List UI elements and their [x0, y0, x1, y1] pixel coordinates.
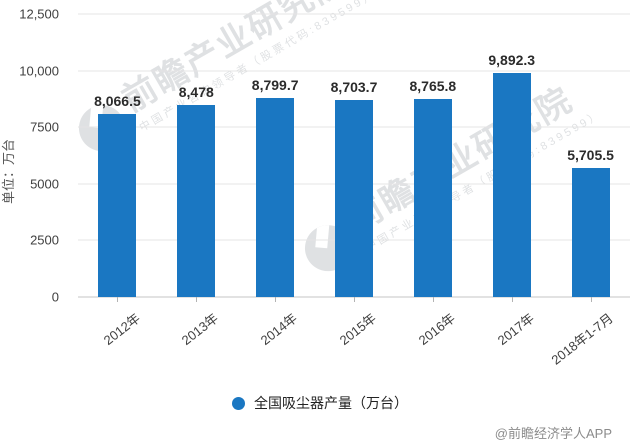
bar: [413, 98, 452, 297]
y-tick-label: 5000: [30, 176, 59, 192]
x-tick: [590, 297, 592, 302]
bar-column: 8,478 2013年: [157, 14, 236, 348]
bar-column: 8,703.7 2015年: [315, 14, 394, 348]
x-tick-label: 2017年: [494, 310, 537, 348]
x-tick-label: 2018年1-7月: [548, 310, 616, 368]
bar: [256, 97, 295, 297]
bar-column: 5,705.5 2018年1-7月: [548, 14, 630, 368]
x-tick: [117, 297, 119, 302]
bar: [98, 114, 137, 297]
legend-label: 全国吸尘器产量（万台）: [254, 395, 408, 411]
plot-columns: 8,066.5 2012年 8,478 2013年 8,799.7 2014年 8,703.…: [78, 14, 630, 368]
value-label: 8,765.8: [409, 77, 457, 94]
x-tick-label: 2012年: [100, 310, 143, 348]
y-tick-label: 0: [51, 289, 59, 305]
y-axis-labels: 0 2500 5000 7500 10,000 12,500: [0, 7, 68, 305]
x-tick: [511, 297, 513, 302]
bar: [177, 105, 216, 297]
value-label: 9,892.3: [488, 52, 536, 69]
value-label: 5,705.5: [567, 146, 614, 163]
x-tick-label: 2014年: [257, 310, 301, 348]
bar: [492, 73, 531, 297]
attribution: @前瞻经济学人APP: [494, 426, 612, 441]
y-tick-label: 2500: [30, 232, 59, 248]
value-label: 8,478: [178, 84, 214, 101]
value-label: 8,066.5: [94, 93, 141, 110]
x-tick-label: 2013年: [179, 310, 222, 348]
gridline: [78, 13, 630, 15]
x-tick: [432, 297, 434, 302]
y-tick-label: 10,000: [19, 63, 59, 79]
legend: 全国吸尘器产量（万台）: [0, 393, 640, 413]
bar-column: 8,765.8 2016年: [393, 14, 472, 348]
legend-marker-icon: [232, 396, 245, 410]
value-label: 8,703.7: [330, 78, 378, 95]
x-tick-label: 2015年: [336, 310, 380, 348]
x-tick: [354, 297, 355, 302]
value-label: 8,799.7: [251, 76, 299, 93]
bar-column: 8,066.5 2012年: [78, 14, 157, 348]
y-tick-label: 12,500: [19, 6, 59, 22]
bar: [571, 167, 610, 297]
bar-column: 9,892.3 2017年: [472, 14, 551, 348]
bar: [335, 99, 373, 297]
gridline: [78, 70, 630, 72]
bar-column: 8,799.7 2014年: [236, 14, 315, 348]
x-tick-label: 2016年: [415, 310, 458, 348]
x-tick: [275, 297, 277, 302]
y-tick-label: 7500: [30, 119, 59, 135]
x-tick: [196, 297, 198, 302]
plot-area: 8,066.5 2012年 8,478 2013年 8,799.7 2014年 8,703.…: [78, 13, 630, 368]
